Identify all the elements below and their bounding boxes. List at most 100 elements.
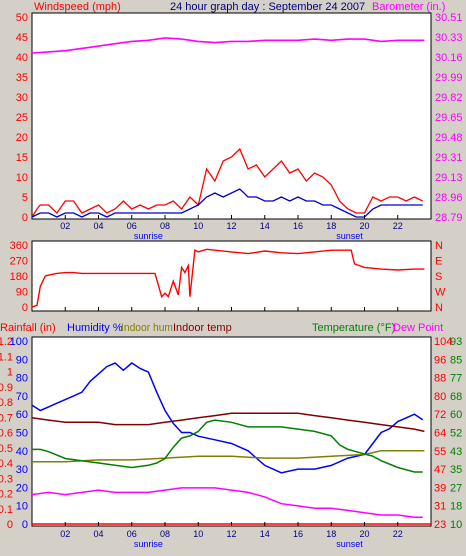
sunrise-label: sunrise bbox=[134, 539, 163, 549]
windspeed-tick-label: 25 bbox=[16, 112, 28, 124]
x-tick-label: 08 bbox=[160, 221, 170, 231]
rainfall-tick-label: 0 bbox=[7, 519, 13, 531]
rainfall-tick-label: 0.7 bbox=[0, 412, 13, 424]
dewpoint-tick-label: 35 bbox=[450, 464, 462, 476]
windspeed-tick-label: 35 bbox=[16, 72, 28, 84]
windspeed-title: Windspeed (mph) bbox=[34, 1, 121, 13]
x-tick-label: 22 bbox=[393, 221, 403, 231]
temperature-tick-label: 39 bbox=[434, 482, 446, 494]
barometer-tick-label: 29.48 bbox=[435, 132, 463, 144]
humidity-legend: Humidity % bbox=[67, 322, 123, 334]
x-tick-label: 20 bbox=[359, 529, 369, 539]
direction-tick-label: 90 bbox=[16, 287, 28, 299]
barometer-line bbox=[31, 37, 425, 54]
x-tick-label: 16 bbox=[293, 529, 303, 539]
humidity-tick-label: 90 bbox=[16, 354, 28, 366]
humidity-tick-label: 30 bbox=[16, 464, 28, 476]
humidity-tick-label: 100 bbox=[10, 336, 28, 348]
barometer-tick-label: 29.82 bbox=[435, 92, 463, 104]
x-tick-label: 04 bbox=[93, 529, 103, 539]
dewpoint-tick-label: 10 bbox=[450, 519, 462, 531]
windspeed-gust-line bbox=[31, 147, 423, 218]
windspeed-tick-label: 10 bbox=[16, 172, 28, 184]
windspeed-average-line bbox=[31, 188, 423, 218]
rainfall-legend: Rainfall (in) bbox=[0, 322, 56, 334]
sunset-label: sunset bbox=[336, 539, 363, 549]
x-tick-label: 02 bbox=[60, 529, 70, 539]
rainfall-tick-label: 0.1 bbox=[0, 504, 13, 516]
wind-plot-area bbox=[31, 12, 432, 220]
x-tick-label: 10 bbox=[193, 221, 203, 231]
humidity-tick-label: 70 bbox=[16, 391, 28, 403]
x-tick-label: 16 bbox=[293, 221, 303, 231]
humidity-tick-label: 10 bbox=[16, 501, 28, 513]
temperature-tick-label: 96 bbox=[434, 354, 446, 366]
chart-dynamic-layer: 0510152025303540455028.7928.9629.1329.31… bbox=[0, 12, 463, 549]
windspeed-tick-label: 45 bbox=[16, 32, 28, 44]
temperature-tick-label: 23 bbox=[434, 519, 446, 531]
direction-tick-label: 360 bbox=[10, 240, 28, 252]
dew-point-line bbox=[31, 487, 423, 518]
rainfall-tick-label: 1.1 bbox=[0, 351, 13, 363]
dewpoint-tick-label: 68 bbox=[450, 391, 462, 403]
temperature-tick-label: 104 bbox=[434, 336, 452, 348]
barometer-tick-label: 30.33 bbox=[435, 32, 463, 44]
barometer-tick-label: 28.96 bbox=[435, 192, 463, 204]
x-tick-label: 02 bbox=[60, 221, 70, 231]
windspeed-tick-label: 30 bbox=[16, 92, 28, 104]
direction-tick-label: 0 bbox=[22, 302, 28, 314]
barometer-tick-label: 29.65 bbox=[435, 112, 463, 124]
temperature-tick-label: 72 bbox=[434, 409, 446, 421]
x-tick-label: 18 bbox=[326, 529, 336, 539]
climate-plot-area bbox=[31, 336, 432, 527]
x-tick-label: 22 bbox=[393, 529, 403, 539]
x-tick-label: 18 bbox=[326, 221, 336, 231]
barometer-tick-label: 28.79 bbox=[435, 212, 463, 224]
dewpoint-tick-label: 18 bbox=[450, 501, 462, 513]
barometer-tick-label: 29.13 bbox=[435, 172, 463, 184]
rainfall-tick-label: 0.4 bbox=[0, 458, 13, 470]
humidity-tick-label: 60 bbox=[16, 409, 28, 421]
temperature-tick-label: 80 bbox=[434, 391, 446, 403]
indoor-humidity-line bbox=[32, 450, 425, 463]
barometer-title: Barometer (in.) bbox=[372, 1, 445, 13]
rainfall-tick-label: 0.3 bbox=[0, 473, 13, 485]
windspeed-tick-label: 40 bbox=[16, 52, 28, 64]
dewpoint-tick-label: 43 bbox=[450, 446, 462, 458]
x-tick-label: 08 bbox=[160, 529, 170, 539]
humidity-line bbox=[31, 362, 424, 474]
dewpoint-legend: Dew Point bbox=[393, 322, 443, 334]
dewpoint-tick-label: 27 bbox=[450, 482, 462, 494]
sunset-label: sunset bbox=[336, 231, 363, 241]
windspeed-tick-label: 15 bbox=[16, 152, 28, 164]
compass-tick-label: E bbox=[435, 256, 442, 268]
indoor-temp-legend: Indoor temp bbox=[173, 322, 232, 334]
rainfall-tick-label: 0.5 bbox=[0, 443, 13, 455]
x-tick-label: 06 bbox=[127, 221, 137, 231]
direction-tick-label: 180 bbox=[10, 271, 28, 283]
compass-tick-label: N bbox=[435, 240, 443, 252]
humidity-tick-label: 0 bbox=[22, 519, 28, 531]
chart-date-title: 24 hour graph day : September 24 2007 bbox=[170, 1, 365, 13]
temperature-tick-label: 47 bbox=[434, 464, 446, 476]
temperature-tick-label: 55 bbox=[434, 446, 446, 458]
humidity-tick-label: 80 bbox=[16, 373, 28, 385]
barometer-tick-label: 30.51 bbox=[435, 12, 463, 24]
indoor-temperature-line bbox=[31, 412, 425, 433]
wind-direction-line bbox=[31, 248, 425, 308]
humidity-tick-label: 40 bbox=[16, 446, 28, 458]
rainfall-tick-label: 0.9 bbox=[0, 382, 13, 394]
x-tick-label: 14 bbox=[260, 221, 270, 231]
barometer-tick-label: 29.99 bbox=[435, 72, 463, 84]
dewpoint-tick-label: 60 bbox=[450, 409, 462, 421]
windspeed-tick-label: 5 bbox=[22, 192, 28, 204]
sunrise-label: sunrise bbox=[134, 231, 163, 241]
dewpoint-tick-label: 52 bbox=[450, 428, 462, 440]
x-tick-label: 10 bbox=[193, 529, 203, 539]
rainfall-tick-label: 0.2 bbox=[0, 489, 13, 501]
temperature-tick-label: 64 bbox=[434, 428, 446, 440]
humidity-tick-label: 20 bbox=[16, 482, 28, 494]
indoor-hum-legend: Indoor hum bbox=[121, 322, 173, 334]
